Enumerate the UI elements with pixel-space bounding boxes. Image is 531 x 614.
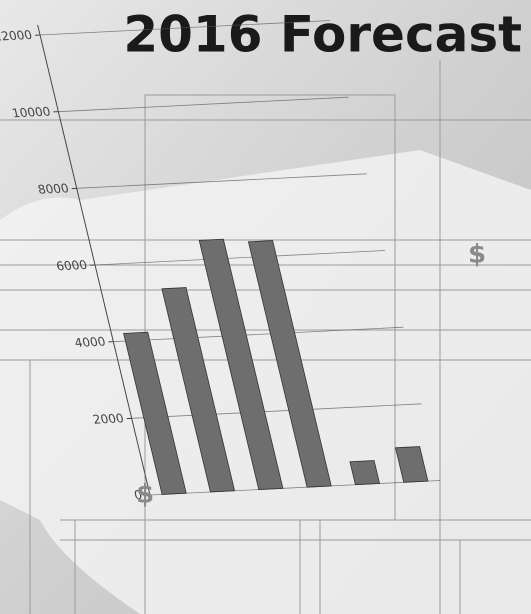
plot-area: 0 2000 4000 6000 8000 10000 12000 [0,20,441,502]
grid-line [149,480,441,496]
bar [395,446,429,483]
grid-line [131,403,422,419]
bar [247,240,332,488]
grid-line [39,20,331,36]
bar [123,331,187,495]
grid-line [113,326,404,343]
bar [198,238,284,490]
annotation: $ [468,240,486,270]
annotation: $ [136,480,154,510]
y-tick-label: 6000 [55,258,89,273]
y-tick-label: 2000 [91,411,125,426]
bar [161,287,236,493]
y-tick-label: 10000 [11,105,52,121]
y-axis [37,24,151,496]
chart-title: 2016 Forecast [123,6,522,64]
y-tick-label: 0 [133,488,144,502]
y-tick-label: 12000 [0,28,34,44]
grid-line [58,96,349,113]
bar [349,460,381,486]
paper-sheet [0,150,531,614]
grid-line [76,173,367,189]
grid-line [94,250,386,266]
y-tick-label: 8000 [36,181,70,196]
y-tick-label: 4000 [73,335,107,350]
